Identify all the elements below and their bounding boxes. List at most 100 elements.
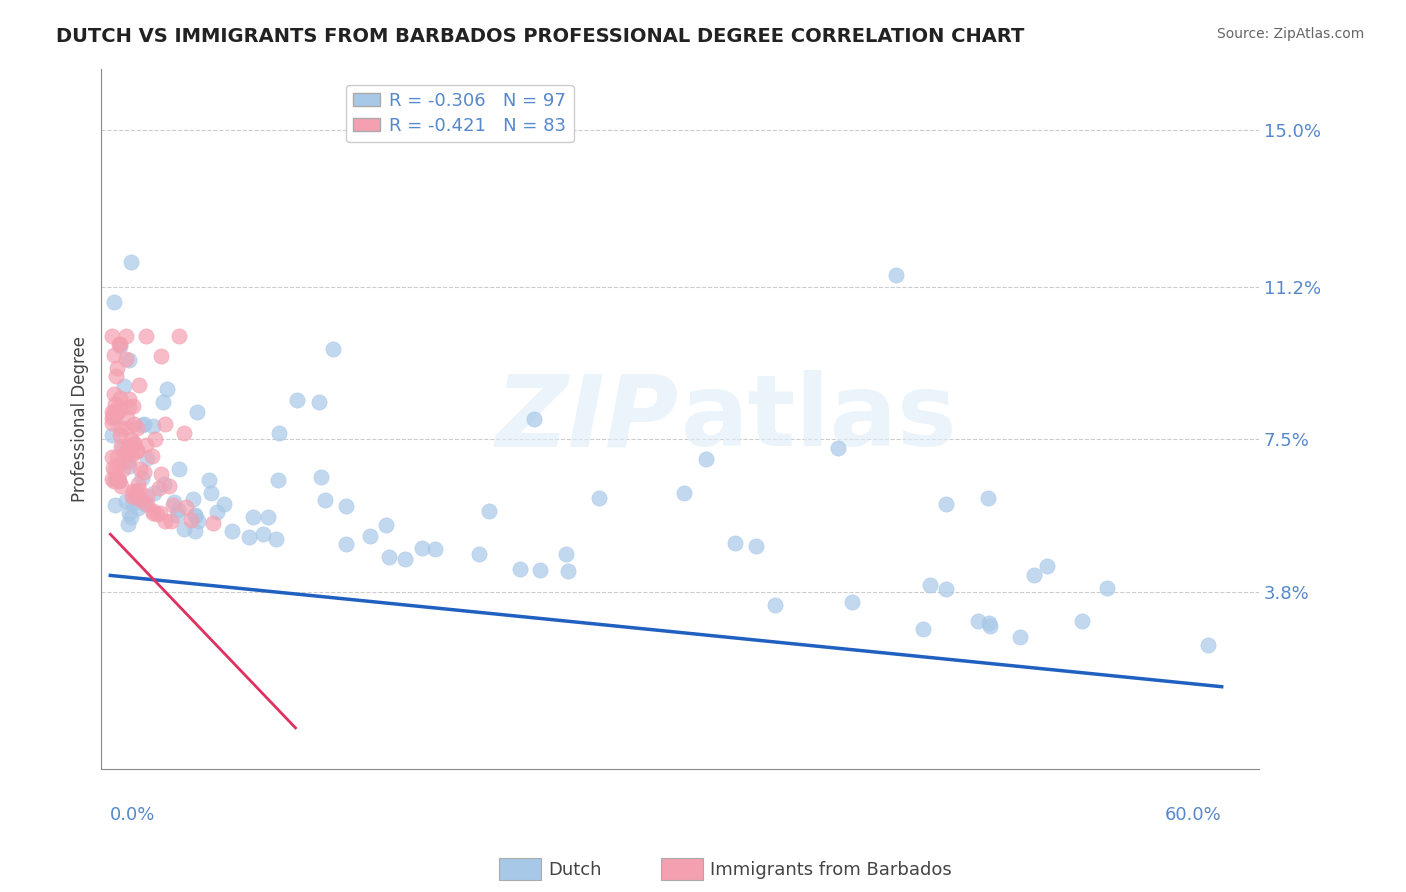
Point	[1071, 615, 1094, 629]
Point	[107, 400, 129, 414]
Point	[105, 450, 128, 464]
Point	[132, 417, 155, 432]
Point	[285, 392, 308, 407]
Point	[149, 506, 172, 520]
Point	[107, 470, 129, 484]
Point	[911, 623, 934, 637]
Point	[103, 474, 125, 488]
Point	[267, 473, 290, 487]
Point	[509, 562, 531, 576]
Point	[221, 524, 243, 538]
Point	[167, 329, 190, 343]
Point	[201, 516, 224, 530]
Point	[1095, 581, 1118, 595]
Point	[308, 395, 330, 409]
Point	[1197, 638, 1219, 652]
Point	[167, 462, 190, 476]
Point	[359, 529, 381, 543]
Point	[153, 417, 176, 431]
Point	[523, 411, 546, 425]
Point	[252, 527, 274, 541]
Text: DUTCH VS IMMIGRANTS FROM BARBADOS PROFESSIONAL DEGREE CORRELATION CHART: DUTCH VS IMMIGRANTS FROM BARBADOS PROFES…	[56, 27, 1025, 45]
Point	[110, 427, 132, 442]
Point	[162, 495, 184, 509]
Point	[555, 548, 578, 562]
Point	[127, 442, 149, 457]
Point	[156, 383, 179, 397]
Point	[120, 510, 142, 524]
Text: atlas: atlas	[681, 370, 957, 467]
Point	[142, 486, 165, 500]
Point	[153, 476, 176, 491]
Point	[143, 432, 166, 446]
Point	[114, 446, 136, 460]
Point	[110, 439, 132, 453]
Point	[122, 437, 145, 451]
Point	[107, 458, 129, 472]
Point	[117, 454, 139, 468]
Point	[103, 294, 125, 309]
Point	[122, 417, 145, 431]
Point	[105, 360, 128, 375]
Point	[121, 497, 143, 511]
Point	[977, 491, 1000, 506]
Point	[173, 522, 195, 536]
Point	[146, 507, 169, 521]
Point	[157, 479, 180, 493]
Point	[108, 475, 131, 489]
Y-axis label: Professional Degree: Professional Degree	[72, 335, 89, 502]
Point	[127, 500, 149, 515]
Point	[411, 541, 433, 555]
Point	[267, 425, 290, 440]
Point	[124, 490, 146, 504]
Point	[120, 432, 142, 446]
Point	[120, 255, 142, 269]
Point	[132, 494, 155, 508]
Point	[104, 463, 127, 477]
Point	[884, 268, 907, 282]
Point	[110, 478, 132, 492]
Point	[1022, 568, 1045, 582]
Point	[118, 353, 141, 368]
Point	[394, 551, 416, 566]
Point	[314, 493, 336, 508]
Point	[101, 329, 124, 343]
Point	[967, 614, 990, 628]
Point	[468, 547, 491, 561]
Point	[115, 411, 138, 425]
Point	[183, 491, 205, 506]
Point	[108, 339, 131, 353]
Point	[184, 524, 207, 538]
Point	[322, 342, 344, 356]
Point	[115, 420, 138, 434]
Point	[695, 451, 717, 466]
Point	[827, 442, 849, 456]
Point	[114, 329, 136, 343]
Point	[309, 470, 332, 484]
Text: 0.0%: 0.0%	[110, 806, 156, 824]
Point	[149, 349, 172, 363]
Point	[125, 483, 148, 498]
Point	[141, 449, 163, 463]
Point	[101, 450, 124, 464]
Point	[197, 473, 219, 487]
Point	[118, 392, 141, 406]
Point	[112, 379, 135, 393]
Point	[131, 471, 153, 485]
Point	[111, 462, 134, 476]
Point	[335, 537, 357, 551]
Point	[529, 563, 551, 577]
Point	[122, 399, 145, 413]
Point	[1036, 559, 1059, 574]
Point	[979, 619, 1001, 633]
Point	[588, 491, 610, 506]
Text: Source: ZipAtlas.com: Source: ZipAtlas.com	[1216, 27, 1364, 41]
Point	[115, 454, 138, 468]
Point	[205, 505, 228, 519]
Legend: R = -0.306   N = 97, R = -0.421   N = 83: R = -0.306 N = 97, R = -0.421 N = 83	[346, 85, 574, 142]
Point	[128, 483, 150, 498]
Point	[104, 397, 127, 411]
Point	[200, 485, 222, 500]
Point	[121, 448, 143, 462]
Point	[557, 564, 579, 578]
